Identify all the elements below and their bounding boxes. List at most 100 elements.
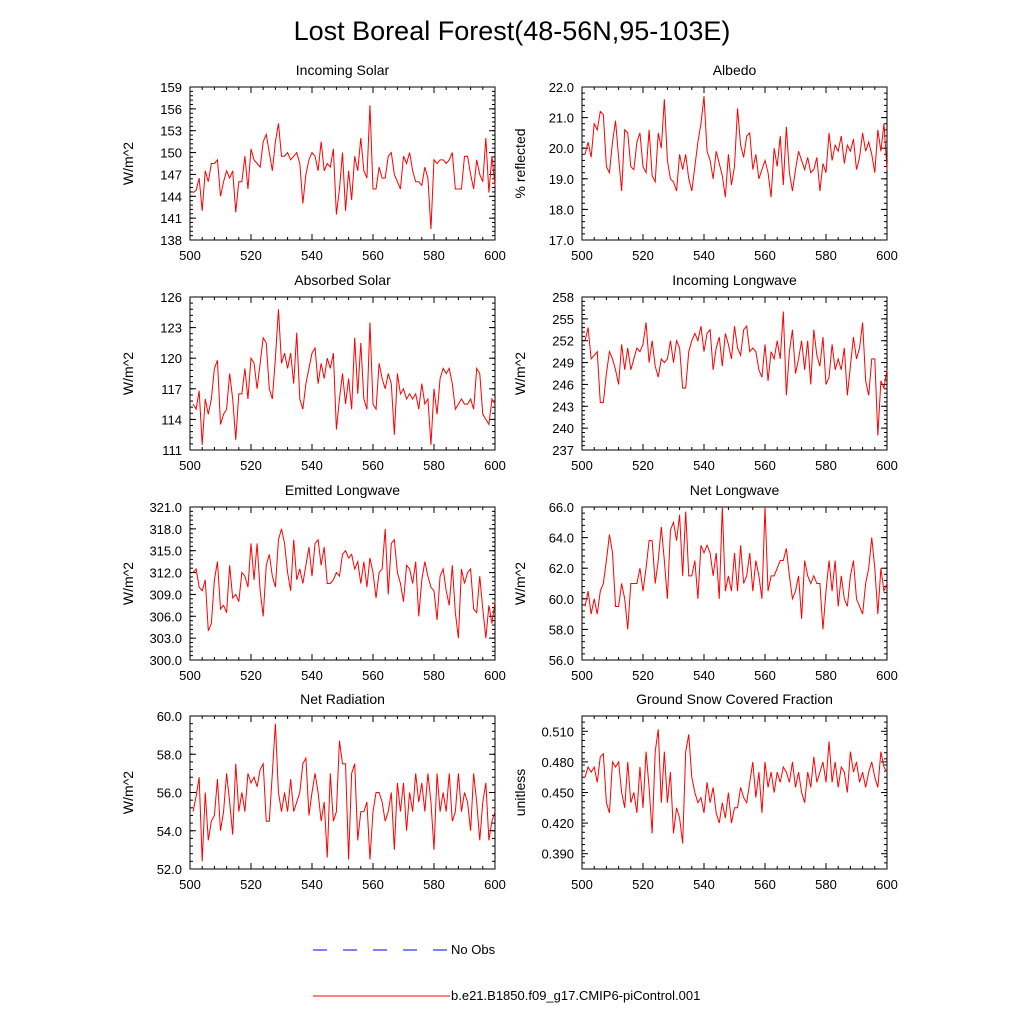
plot-frame xyxy=(189,86,496,241)
x-tick-label: 540 xyxy=(301,668,323,683)
y-tick-label: 0.390 xyxy=(541,847,574,862)
x-tick-label: 500 xyxy=(571,877,593,892)
y-tick-label: 243 xyxy=(552,399,574,414)
panel-8: Ground Snow Covered Fraction unitless 500 5… xyxy=(512,691,898,892)
panel-title: Albedo xyxy=(713,62,757,78)
x-tick-label: 580 xyxy=(423,668,445,683)
x-tick-label: 560 xyxy=(754,248,776,263)
series-line xyxy=(192,528,496,639)
x-tick-label: 600 xyxy=(876,458,898,473)
series-line xyxy=(192,309,496,445)
y-tick-label: 17.0 xyxy=(549,233,574,248)
y-tick-label: 141 xyxy=(160,211,182,226)
x-tick-label: 500 xyxy=(179,248,201,263)
legend: No Obs b.e21.B1850.f09_g17.CMIP6-piContr… xyxy=(313,942,700,1003)
y-tick-label: 58.0 xyxy=(157,747,182,762)
plot-frame xyxy=(189,296,496,451)
y-tick-label: 249 xyxy=(552,356,574,371)
y-tick-label: 64.0 xyxy=(549,531,574,546)
x-tick-label: 520 xyxy=(632,248,654,263)
y-tick-label: 126 xyxy=(160,290,182,305)
x-tick-label: 560 xyxy=(362,877,384,892)
y-tick-label: 237 xyxy=(552,443,574,458)
y-axis-label: % reflected xyxy=(512,128,528,198)
y-tick-label: 153 xyxy=(160,124,182,139)
y-tick-label: 60.0 xyxy=(549,592,574,607)
y-axis-label: W/m^2 xyxy=(512,352,528,395)
y-tick-label: 56.0 xyxy=(157,786,182,801)
plot-frame xyxy=(581,296,888,451)
y-axis-label: W/m^2 xyxy=(512,562,528,605)
x-tick-label: 560 xyxy=(362,458,384,473)
series-line xyxy=(584,96,888,198)
y-tick-label: 144 xyxy=(160,189,182,204)
y-tick-label: 52.0 xyxy=(157,862,182,877)
y-tick-label: 0.480 xyxy=(541,755,574,770)
x-tick-label: 500 xyxy=(571,458,593,473)
panel-title: Net Radiation xyxy=(300,691,385,707)
y-tick-label: 150 xyxy=(160,146,182,161)
series-line xyxy=(192,723,496,862)
x-tick-label: 560 xyxy=(754,458,776,473)
y-tick-label: 0.510 xyxy=(541,724,574,739)
y-tick-label: 240 xyxy=(552,421,574,436)
x-tick-label: 520 xyxy=(240,877,262,892)
x-tick-label: 560 xyxy=(362,248,384,263)
y-tick-label: 19.0 xyxy=(549,172,574,187)
x-tick-label: 600 xyxy=(876,877,898,892)
panel-4: Incoming Longwave W/m^2 500 520 540 560 580 600… xyxy=(512,272,898,473)
y-tick-label: 258 xyxy=(552,290,574,305)
x-tick-label: 520 xyxy=(632,458,654,473)
y-tick-label: 300.0 xyxy=(149,653,182,668)
y-tick-label: 21.0 xyxy=(549,111,574,126)
x-tick-label: 580 xyxy=(815,248,837,263)
x-tick-label: 580 xyxy=(423,877,445,892)
y-tick-label: 62.0 xyxy=(549,561,574,576)
y-tick-label: 58.0 xyxy=(549,622,574,637)
panel-title: Absorbed Solar xyxy=(294,272,391,288)
x-tick-label: 580 xyxy=(815,458,837,473)
y-tick-label: 321.0 xyxy=(149,500,182,515)
x-tick-label: 520 xyxy=(240,668,262,683)
x-tick-label: 520 xyxy=(632,668,654,683)
x-tick-label: 540 xyxy=(693,668,715,683)
x-tick-label: 600 xyxy=(484,248,506,263)
series-line xyxy=(584,506,888,630)
panel-title: Net Longwave xyxy=(690,482,780,498)
x-tick-label: 600 xyxy=(876,668,898,683)
y-tick-label: 20.0 xyxy=(549,141,574,156)
x-tick-label: 500 xyxy=(571,668,593,683)
x-tick-label: 580 xyxy=(815,877,837,892)
figure-title: Lost Boreal Forest(48-56N,95-103E) xyxy=(294,16,731,46)
y-tick-label: 252 xyxy=(552,334,574,349)
plot-frame xyxy=(189,506,496,661)
y-tick-label: 303.0 xyxy=(149,631,182,646)
x-tick-label: 560 xyxy=(754,877,776,892)
y-tick-label: 60.0 xyxy=(157,709,182,724)
x-tick-label: 520 xyxy=(632,877,654,892)
y-tick-label: 315.0 xyxy=(149,544,182,559)
y-axis-label: W/m^2 xyxy=(120,352,136,395)
y-tick-label: 312.0 xyxy=(149,566,182,581)
y-axis-label: W/m^2 xyxy=(120,771,136,814)
legend-label-no-obs: No Obs xyxy=(451,942,496,957)
panels: Incoming Solar W/m^2 500 520 540 560 580 600 138… xyxy=(120,62,898,892)
y-tick-label: 246 xyxy=(552,377,574,392)
x-tick-label: 520 xyxy=(240,248,262,263)
series-line xyxy=(584,311,888,436)
y-tick-label: 117 xyxy=(161,382,182,397)
series-line xyxy=(584,729,888,844)
x-tick-label: 500 xyxy=(179,458,201,473)
panel-2: Albedo % reflected 500 520 540 560 580 600 17.0 1… xyxy=(512,62,898,263)
panel-7: Net Radiation W/m^2 500 520 540 560 580 600 52.0… xyxy=(120,691,506,892)
x-tick-label: 500 xyxy=(571,248,593,263)
x-tick-label: 580 xyxy=(423,458,445,473)
x-tick-label: 500 xyxy=(179,877,201,892)
panel-title: Incoming Longwave xyxy=(672,272,797,288)
panel-3: Absorbed Solar W/m^2 500 520 540 560 580 600 111… xyxy=(120,272,506,473)
y-tick-label: 22.0 xyxy=(549,80,574,95)
panel-1: Incoming Solar W/m^2 500 520 540 560 580 600 138… xyxy=(120,62,506,263)
y-tick-label: 111 xyxy=(162,443,182,458)
y-tick-label: 123 xyxy=(160,321,182,336)
